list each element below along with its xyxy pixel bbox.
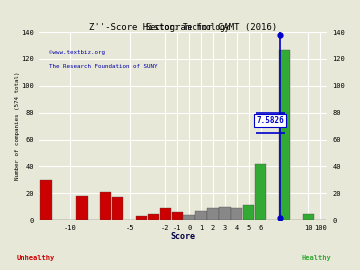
Bar <box>195 211 207 220</box>
Bar <box>148 214 159 220</box>
X-axis label: Score: Score <box>171 232 196 241</box>
Bar <box>255 164 266 220</box>
Bar <box>76 196 87 220</box>
Text: Healthy: Healthy <box>302 255 332 261</box>
Bar <box>172 212 183 220</box>
Bar <box>40 180 52 220</box>
Bar <box>136 216 147 220</box>
Bar <box>100 192 111 220</box>
Bar <box>303 214 314 220</box>
Bar <box>279 50 290 220</box>
Bar <box>184 215 195 220</box>
Bar <box>231 208 243 220</box>
Title: Z''-Score Histogram for CAMT (2016): Z''-Score Histogram for CAMT (2016) <box>89 23 277 32</box>
Bar <box>243 205 255 220</box>
Bar <box>207 208 219 220</box>
Text: 7.5826: 7.5826 <box>256 116 284 125</box>
Y-axis label: Number of companies (574 total): Number of companies (574 total) <box>15 72 20 180</box>
Text: The Research Foundation of SUNY: The Research Foundation of SUNY <box>49 64 157 69</box>
Bar <box>112 197 123 220</box>
Text: Sector: Technology: Sector: Technology <box>145 23 229 32</box>
Bar <box>159 208 171 220</box>
Text: ©www.textbiz.org: ©www.textbiz.org <box>49 50 104 55</box>
Bar <box>219 207 230 220</box>
Text: Unhealthy: Unhealthy <box>17 255 55 261</box>
